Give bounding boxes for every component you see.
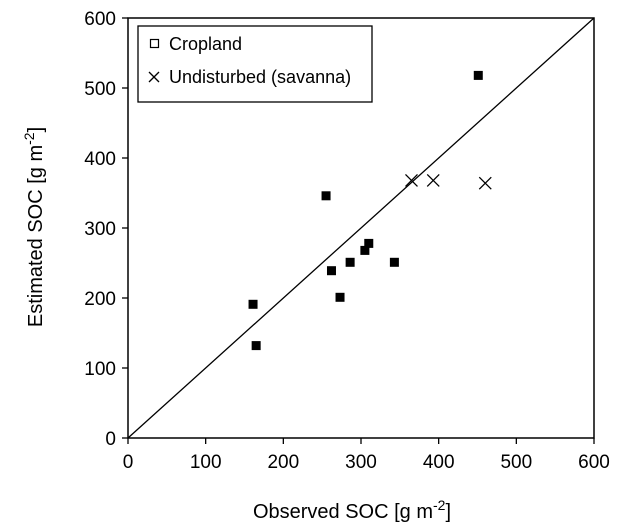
x-axis-ticks: 0 100 200 300 400 500 600	[123, 438, 610, 473]
cropland-point	[364, 238, 374, 248]
y-axis-title: Estimated SOC [g m-2]	[21, 127, 47, 327]
legend-box	[137, 25, 373, 103]
savanna-point	[426, 173, 440, 187]
y-tick-label: 300	[84, 219, 116, 240]
y-tick-label: 500	[84, 79, 116, 100]
legend-label-cropland: Cropland	[169, 34, 242, 54]
y-tick-label: 200	[84, 289, 116, 310]
legend-label-undisturbed: Undisturbed (savanna)	[169, 67, 351, 87]
x-tick-label: 100	[190, 452, 222, 473]
y-axis-title-main: Estimated SOC [g m	[25, 145, 47, 327]
y-tick-label: 100	[84, 359, 116, 380]
cropland-point	[473, 70, 483, 80]
x-tick-label: 300	[345, 452, 377, 473]
cropland-point	[248, 299, 258, 309]
cropland-point	[251, 341, 261, 351]
legend-marker-undisturbed	[148, 71, 160, 83]
cropland-point	[360, 245, 370, 255]
cropland-point	[326, 266, 336, 276]
y-tick-label: 0	[105, 429, 116, 450]
x-tick-label: 600	[578, 452, 610, 473]
cropland-point	[345, 257, 355, 267]
x-tick-label: 200	[267, 452, 299, 473]
data-points	[248, 70, 492, 351]
x-axis-title: Observed SOC [g m-2]	[253, 497, 451, 523]
x-tick-label: 500	[500, 452, 532, 473]
y-axis-title-end: ]	[25, 127, 47, 133]
x-axis-title-main: Observed SOC [g m	[253, 501, 433, 523]
reference-line-layer	[127, 17, 595, 439]
x-tick-label: 0	[123, 452, 134, 473]
legend-marker-cropland	[149, 38, 160, 49]
x-axis-title-superscript: -2	[433, 497, 446, 513]
x-tick-label: 400	[423, 452, 455, 473]
y-tick-label: 600	[84, 9, 116, 30]
y-tick-label: 400	[84, 149, 116, 170]
cropland-point	[389, 257, 399, 267]
savanna-point	[405, 173, 418, 187]
y-axis-ticks: 0 100 200 300 400 500 600	[84, 9, 128, 450]
x-axis-title-end: ]	[445, 501, 451, 523]
y-axis-title-superscript: -2	[21, 132, 37, 145]
savanna-point	[478, 176, 492, 190]
legend: Cropland Undisturbed (savanna)	[137, 25, 373, 103]
cropland-point	[321, 191, 331, 201]
cropland-point	[335, 292, 345, 302]
one-to-one-line	[127, 17, 595, 439]
